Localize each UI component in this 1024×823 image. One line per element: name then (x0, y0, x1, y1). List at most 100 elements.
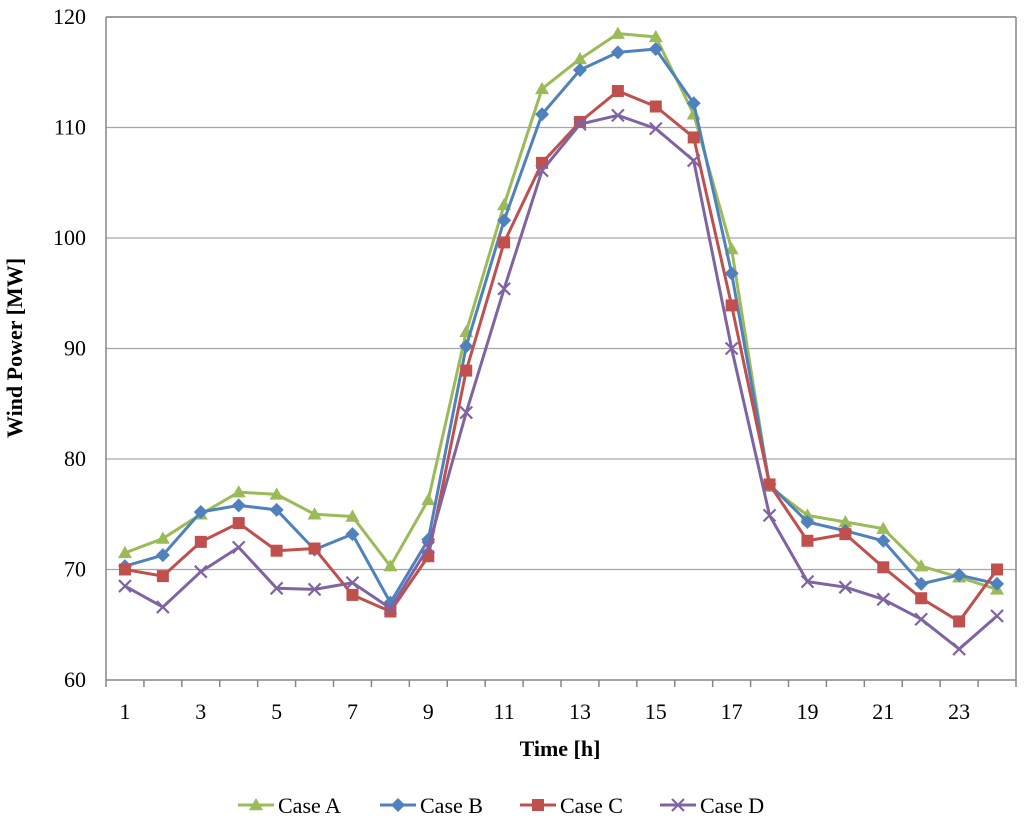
data-point-case-c (839, 528, 852, 541)
legend-marker (391, 798, 405, 812)
data-point-case-b (231, 498, 246, 513)
data-point-case-d (762, 508, 777, 523)
data-point-case-d (649, 121, 663, 136)
data-point-case-a (117, 545, 132, 559)
data-point-case-d (800, 574, 815, 589)
x-tick-label: 5 (271, 699, 282, 724)
data-point-case-d (611, 108, 625, 123)
data-point-case-d (118, 579, 132, 593)
data-point-case-c (498, 236, 511, 249)
series-line-case-b (124, 47, 998, 605)
y-tick-label: 80 (64, 446, 86, 471)
data-point-case-a (155, 531, 170, 544)
data-point-case-a (231, 485, 246, 498)
data-point-case-d (497, 282, 511, 296)
data-point-case-b (497, 213, 512, 228)
data-point-case-c (156, 570, 169, 583)
data-point-case-c (232, 517, 245, 530)
legend: Case A Case B Case C Case D (238, 793, 764, 818)
data-point-case-d (876, 592, 891, 607)
data-point-case-c (611, 85, 624, 98)
legend-item-case-b: Case B (380, 793, 483, 818)
x-tick-label: 7 (347, 699, 358, 724)
data-point-case-a (914, 559, 929, 572)
data-point-case-a (648, 29, 663, 43)
data-point-case-c (346, 588, 359, 601)
data-point-case-a (383, 559, 398, 572)
data-point-case-d (914, 612, 928, 627)
data-point-case-c (384, 605, 397, 618)
series-line-case-d (124, 113, 999, 651)
data-point-case-b (535, 107, 550, 122)
legend-marker (671, 798, 685, 812)
legend-label: Case D (700, 793, 764, 818)
data-point-case-c (460, 364, 473, 377)
data-point-case-b (345, 527, 360, 542)
data-point-case-a (572, 51, 587, 65)
data-point-case-b (800, 514, 815, 529)
y-tick-label: 90 (64, 336, 86, 361)
legend-marker (249, 798, 263, 811)
data-point-case-c (915, 592, 928, 605)
data-point-case-a (345, 509, 360, 522)
x-tick-label: 11 (494, 699, 515, 724)
legend-label: Case A (278, 793, 341, 818)
data-point-case-d (307, 582, 322, 597)
data-point-case-a (838, 514, 853, 528)
x-tick-label: 17 (721, 699, 743, 724)
data-point-case-c (801, 534, 814, 547)
x-axis-ticks: 1 3 5 7 9 11 13 15 17 19 21 23 (105, 680, 1017, 724)
legend-item-case-c: Case C (520, 793, 623, 818)
series-line-case-c (124, 89, 999, 623)
data-point-case-c (649, 100, 662, 113)
data-point-case-d (269, 581, 284, 596)
data-point-case-a (421, 492, 436, 506)
data-point-case-a (307, 507, 322, 520)
x-tick-label: 19 (796, 699, 818, 724)
y-tick-label: 100 (53, 225, 86, 250)
data-point-case-a (269, 487, 284, 500)
x-tick-label: 23 (948, 699, 970, 724)
data-point-case-b (610, 45, 625, 60)
y-tick-label: 60 (64, 667, 86, 692)
x-tick-label: 15 (645, 699, 667, 724)
x-tick-label: 1 (119, 699, 130, 724)
data-point-case-b (990, 576, 1005, 591)
series-case-c (118, 85, 1004, 628)
data-point-case-c (725, 299, 738, 312)
data-point-case-c (687, 131, 700, 144)
series-case-d (118, 108, 1004, 656)
y-axis-ticks: 60 70 80 90 100 110 120 (53, 4, 86, 692)
axes (105, 16, 1017, 680)
data-point-case-b (914, 576, 929, 591)
legend-item-case-d: Case D (660, 793, 764, 818)
data-point-case-d (459, 405, 473, 420)
data-point-case-c (953, 615, 966, 628)
y-tick-label: 120 (53, 4, 86, 29)
data-point-case-d (573, 117, 587, 131)
data-point-case-d (383, 601, 398, 615)
data-point-case-b (193, 505, 208, 520)
data-point-case-c (991, 563, 1004, 576)
data-point-case-b (459, 339, 474, 354)
data-point-case-d (231, 540, 246, 555)
data-point-case-b (952, 568, 967, 583)
data-point-case-c (118, 563, 131, 576)
data-point-case-b (269, 502, 284, 517)
data-point-case-c (877, 561, 890, 574)
series-case-a (117, 26, 1005, 595)
x-tick-label: 13 (569, 699, 591, 724)
legend-label: Case B (420, 793, 483, 818)
data-point-case-a (535, 81, 550, 95)
x-tick-label: 21 (872, 699, 894, 724)
data-point-case-d (838, 580, 853, 594)
data-point-case-c (270, 544, 283, 557)
legend-marker (532, 799, 544, 811)
series-line-case-a (124, 32, 998, 591)
data-point-case-b (686, 96, 701, 111)
x-tick-label: 9 (423, 699, 434, 724)
y-tick-label: 110 (54, 115, 86, 140)
data-point-case-b (572, 63, 587, 78)
data-point-case-d (535, 163, 549, 178)
